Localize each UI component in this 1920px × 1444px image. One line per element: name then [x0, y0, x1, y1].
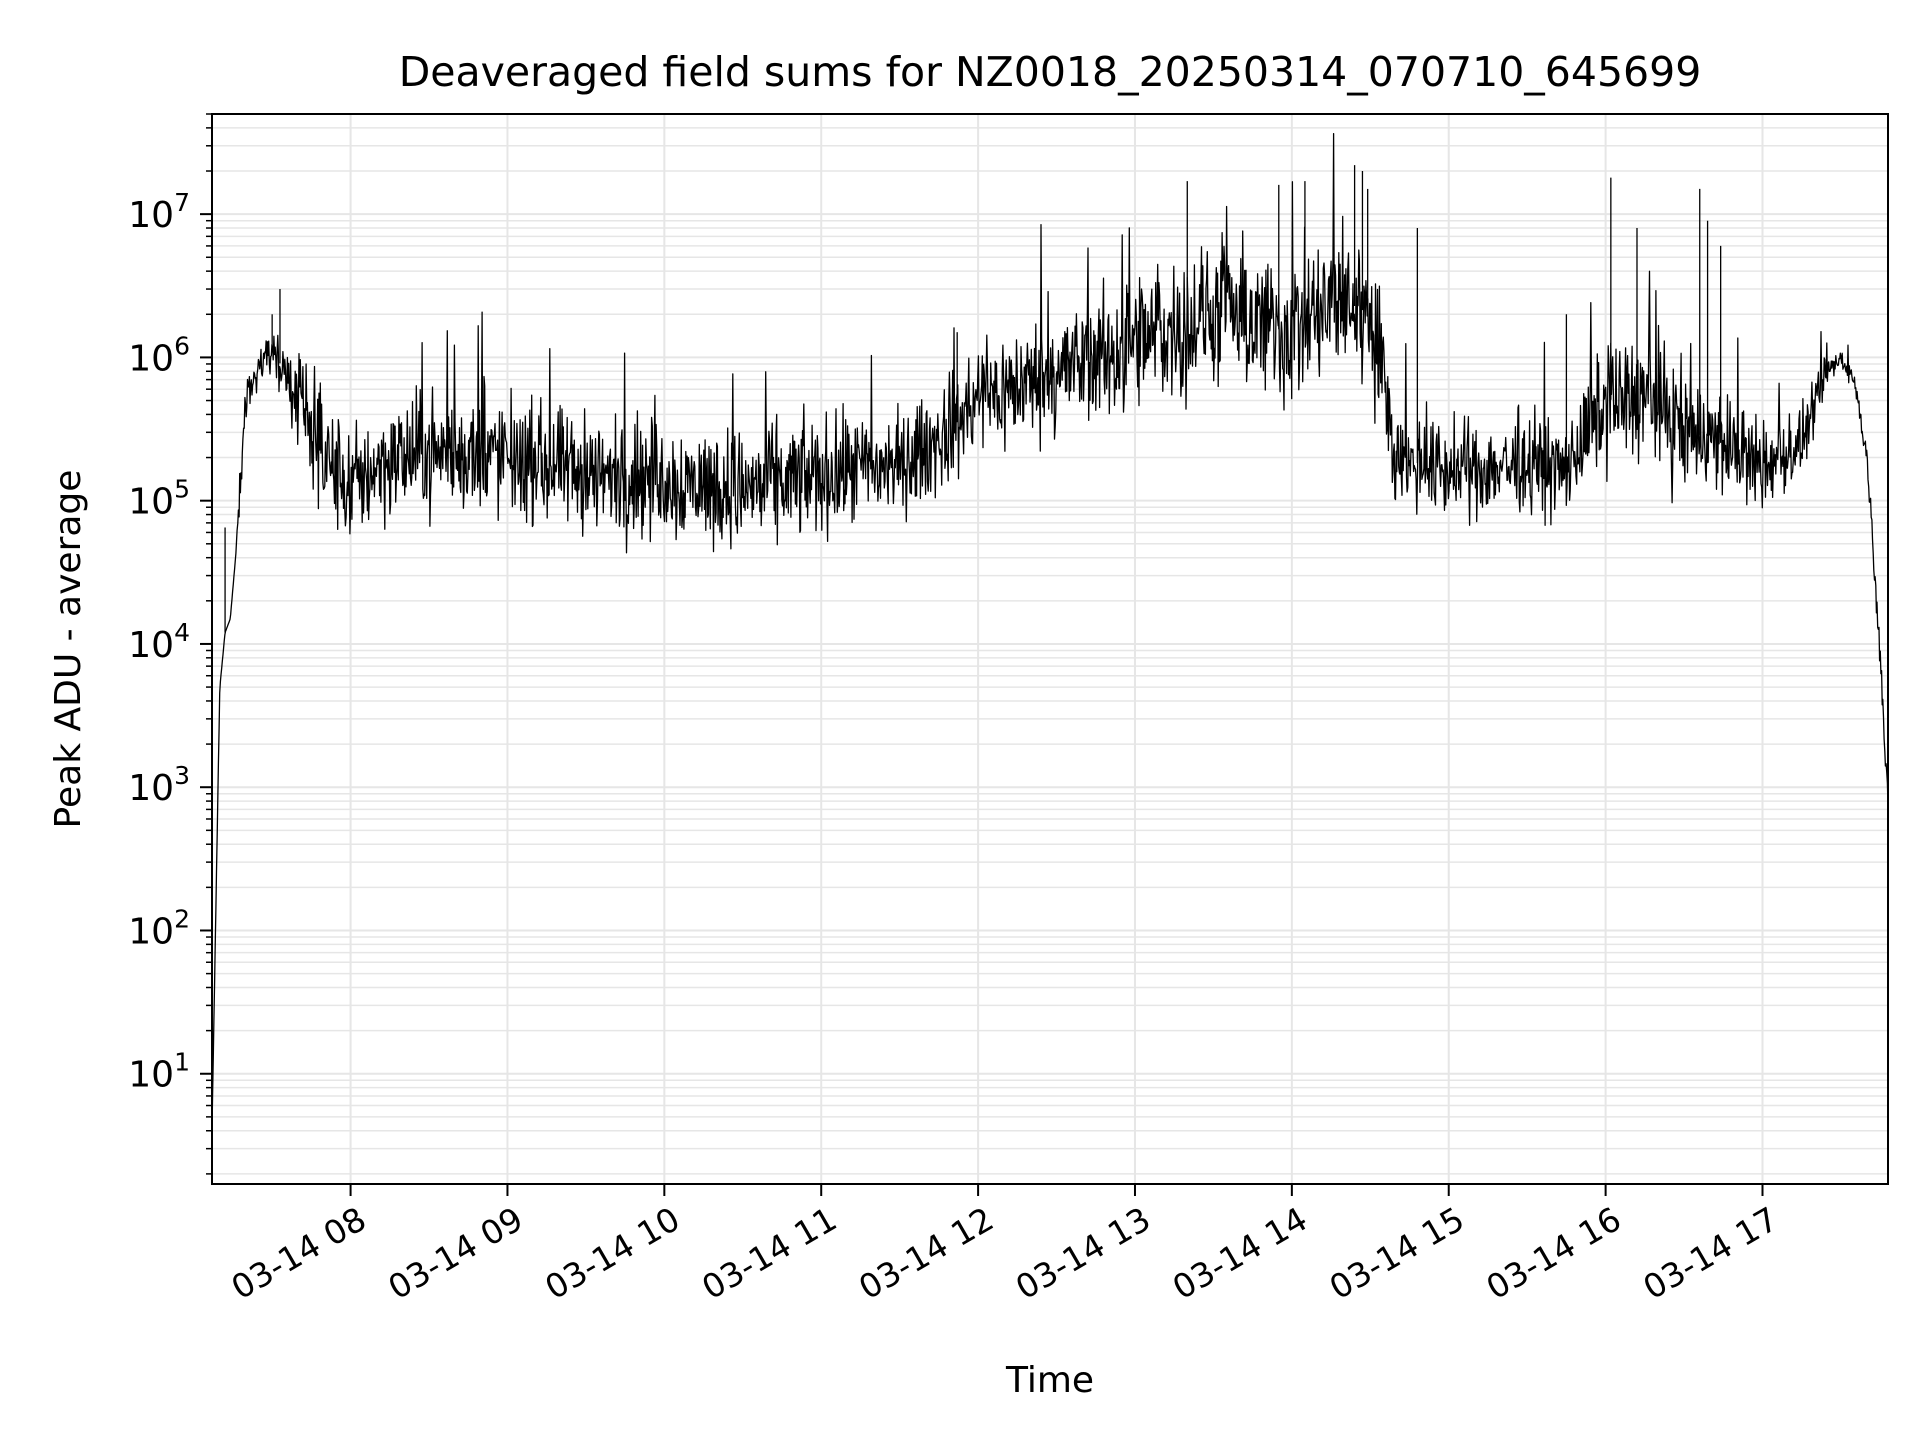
grid: [212, 113, 1888, 1184]
plot-frame: [211, 113, 1889, 1185]
y-tick-label: 102: [128, 904, 190, 952]
y-tick-label: 106: [128, 331, 190, 379]
series-layer: [212, 132, 1888, 1131]
y-tick-label: 107: [128, 188, 190, 236]
series-line: [212, 132, 1888, 1131]
y-tick-label: 104: [128, 618, 190, 666]
y-tick-label: 105: [128, 475, 190, 523]
chart-title: Deaveraged field sums for NZ0018_2025031…: [399, 48, 1702, 96]
y-axis-label: Peak ADU - average: [48, 470, 89, 829]
y-tick-label: 101: [128, 1048, 190, 1096]
x-axis-label: Time: [1005, 1360, 1094, 1401]
y-axis: 101 102 103 104 105 106 107: [128, 113, 212, 1175]
y-tick-label: 103: [128, 761, 190, 809]
